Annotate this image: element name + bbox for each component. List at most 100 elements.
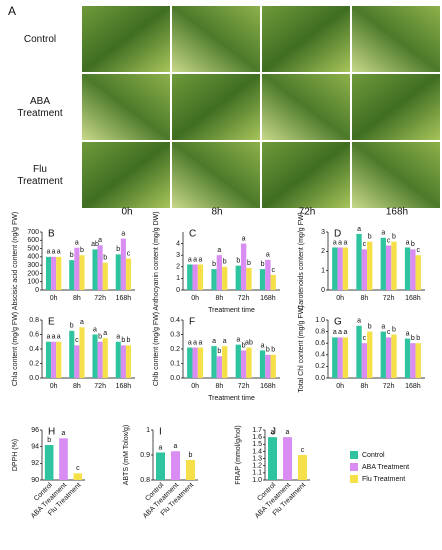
bar [125, 345, 132, 378]
y-tick-label: 0.3 [170, 331, 180, 338]
bar [192, 347, 198, 378]
y-axis-label: ABTS (mM Tolox/g) [123, 425, 130, 486]
bar [92, 334, 98, 378]
y-tick-label: 700 [27, 229, 39, 236]
significance-letter: a [333, 239, 337, 246]
significance-letter: a [47, 334, 51, 341]
significance-letter: b [411, 335, 415, 342]
bar [240, 350, 247, 378]
significance-letter: ab [245, 339, 253, 346]
bar [44, 445, 54, 480]
bar [259, 269, 266, 290]
y-tick-label: 1.5 [252, 441, 262, 448]
y-axis-label: Abscisic acid content (ng/g FW) [12, 212, 19, 310]
significance-letter: a [98, 237, 102, 244]
bar [222, 346, 228, 378]
x-axis-label: Treatment time [208, 395, 255, 402]
significance-letter: c [271, 267, 275, 274]
significance-letter: a [357, 318, 361, 325]
y-tick-label: 4 [176, 240, 180, 247]
photo [262, 6, 350, 72]
significance-letter: ab [91, 241, 99, 248]
y-tick-label: 2 [321, 248, 325, 255]
y-tick-label: 96 [31, 427, 39, 434]
significance-letter: a [174, 443, 178, 450]
bar [51, 341, 57, 378]
y-tick-label: 0.6 [315, 340, 325, 347]
bar [97, 341, 103, 378]
column-label: 0h [121, 207, 132, 218]
legend-label: ABA Treatment [362, 464, 409, 471]
significance-letter: b [247, 260, 251, 267]
photo [352, 142, 440, 208]
significance-letter: a [52, 249, 56, 256]
bar [246, 267, 252, 290]
panel-letter: A [8, 4, 16, 18]
bar [235, 344, 241, 378]
significance-letter: a [80, 319, 84, 326]
bar [216, 255, 223, 290]
y-tick-label: 0 [176, 287, 180, 294]
significance-letter: a [406, 330, 410, 337]
significance-letter: b [392, 326, 396, 333]
y-tick-label: 0.8 [29, 317, 39, 324]
row-label: Control [24, 34, 56, 45]
legend-label: Control [362, 452, 385, 459]
bar [69, 330, 75, 378]
photo [172, 6, 260, 72]
y-tick-label: 1.0 [315, 317, 325, 324]
y-tick-label: 0.0 [29, 375, 39, 382]
bar [74, 345, 80, 378]
bar [211, 346, 217, 378]
bar [356, 325, 362, 378]
significance-letter: b [80, 247, 84, 254]
significance-letter: c [363, 241, 367, 248]
bar [120, 238, 126, 290]
bar [74, 247, 80, 290]
bar [56, 256, 62, 290]
significance-letter: a [62, 430, 66, 437]
significance-letter: b [411, 241, 415, 248]
y-tick-label: 1.7 [252, 427, 262, 434]
bar [240, 243, 247, 290]
significance-letter: a [212, 338, 216, 345]
bar [391, 241, 397, 290]
bar [404, 338, 411, 378]
bar [171, 451, 180, 480]
y-tick-label: 400 [27, 254, 39, 261]
column-label: 168h [386, 207, 408, 218]
panel-letter: G [334, 317, 342, 328]
significance-letter: a [199, 339, 203, 346]
significance-letter: b [127, 337, 131, 344]
significance-letter: a [47, 249, 51, 256]
y-axis-label: DPPH (%) [12, 439, 19, 471]
significance-letter: b [236, 257, 240, 264]
y-tick-label: 0.1 [170, 360, 180, 367]
y-tick-label: 0.2 [315, 363, 325, 370]
y-axis-label: Chlb content (mg/g FW) [153, 312, 160, 386]
significance-letter: c [387, 237, 391, 244]
y-tick-label: 0.8 [315, 328, 325, 335]
bar [337, 247, 343, 290]
photo [172, 142, 260, 208]
bar [51, 256, 57, 290]
significance-letter: a [242, 235, 246, 242]
panel-letter: C [189, 229, 196, 240]
significance-letter: a [116, 334, 120, 341]
bar [385, 245, 392, 290]
significance-letter: a [159, 444, 163, 451]
bar [268, 437, 277, 480]
y-tick-label: 94 [31, 444, 39, 451]
bar [92, 249, 98, 290]
bar [410, 343, 416, 378]
significance-letter: a [199, 256, 203, 263]
bar [102, 338, 108, 378]
y-tick-label: 600 [27, 237, 39, 244]
bar [222, 266, 228, 290]
significance-letter: c [416, 247, 420, 254]
significance-letter: a [57, 249, 61, 256]
significance-letter: c [387, 329, 391, 336]
significance-letter: b [368, 323, 372, 330]
y-axis-label: Total Chl content (mg/g FW) [298, 305, 305, 392]
bar [404, 247, 411, 290]
